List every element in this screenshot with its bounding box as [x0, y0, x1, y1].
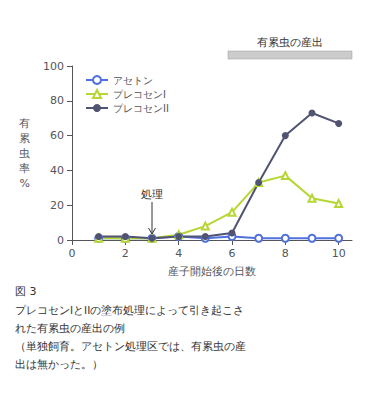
svg-text:100: 100 — [43, 60, 64, 73]
svg-text:60: 60 — [50, 129, 64, 142]
svg-text:（単独飼育。アセトン処理区では、有累虫の産: （単独飼育。アセトン処理区では、有累虫の産 — [15, 340, 246, 352]
svg-text:80: 80 — [50, 94, 64, 107]
svg-text:図 3: 図 3 — [15, 285, 37, 298]
svg-text:虫: 虫 — [19, 147, 30, 160]
svg-text:10: 10 — [332, 247, 346, 260]
svg-text:有累虫の産出: 有累虫の産出 — [257, 36, 323, 49]
svg-text:れた有累虫の産出の例: れた有累虫の産出の例 — [15, 322, 125, 334]
svg-text:2: 2 — [122, 247, 129, 260]
svg-text:処理: 処理 — [141, 188, 163, 201]
svg-text:率: 率 — [19, 162, 30, 175]
svg-text:6: 6 — [229, 247, 236, 260]
svg-text:0: 0 — [69, 247, 76, 260]
svg-text:0: 0 — [57, 234, 64, 247]
svg-text:累: 累 — [19, 132, 30, 145]
svg-text:プレコセンIとIIの塗布処理によって引き起こさ: プレコセンIとIIの塗布処理によって引き起こさ — [15, 304, 244, 316]
svg-text:40: 40 — [50, 164, 64, 177]
svg-text:有: 有 — [19, 117, 30, 130]
svg-text:8: 8 — [282, 247, 289, 260]
svg-text:プレコセンII: プレコセンII — [113, 103, 169, 114]
svg-text:4: 4 — [175, 247, 182, 260]
svg-text:20: 20 — [50, 199, 64, 212]
svg-text:%: % — [20, 177, 30, 190]
svg-text:産子開始後の日数: 産子開始後の日数 — [168, 265, 256, 278]
svg-text:アセトン: アセトン — [113, 75, 153, 86]
svg-text:プレコセンI: プレコセンI — [113, 89, 166, 100]
svg-text:出は無かった。）: 出は無かった。） — [15, 358, 103, 370]
